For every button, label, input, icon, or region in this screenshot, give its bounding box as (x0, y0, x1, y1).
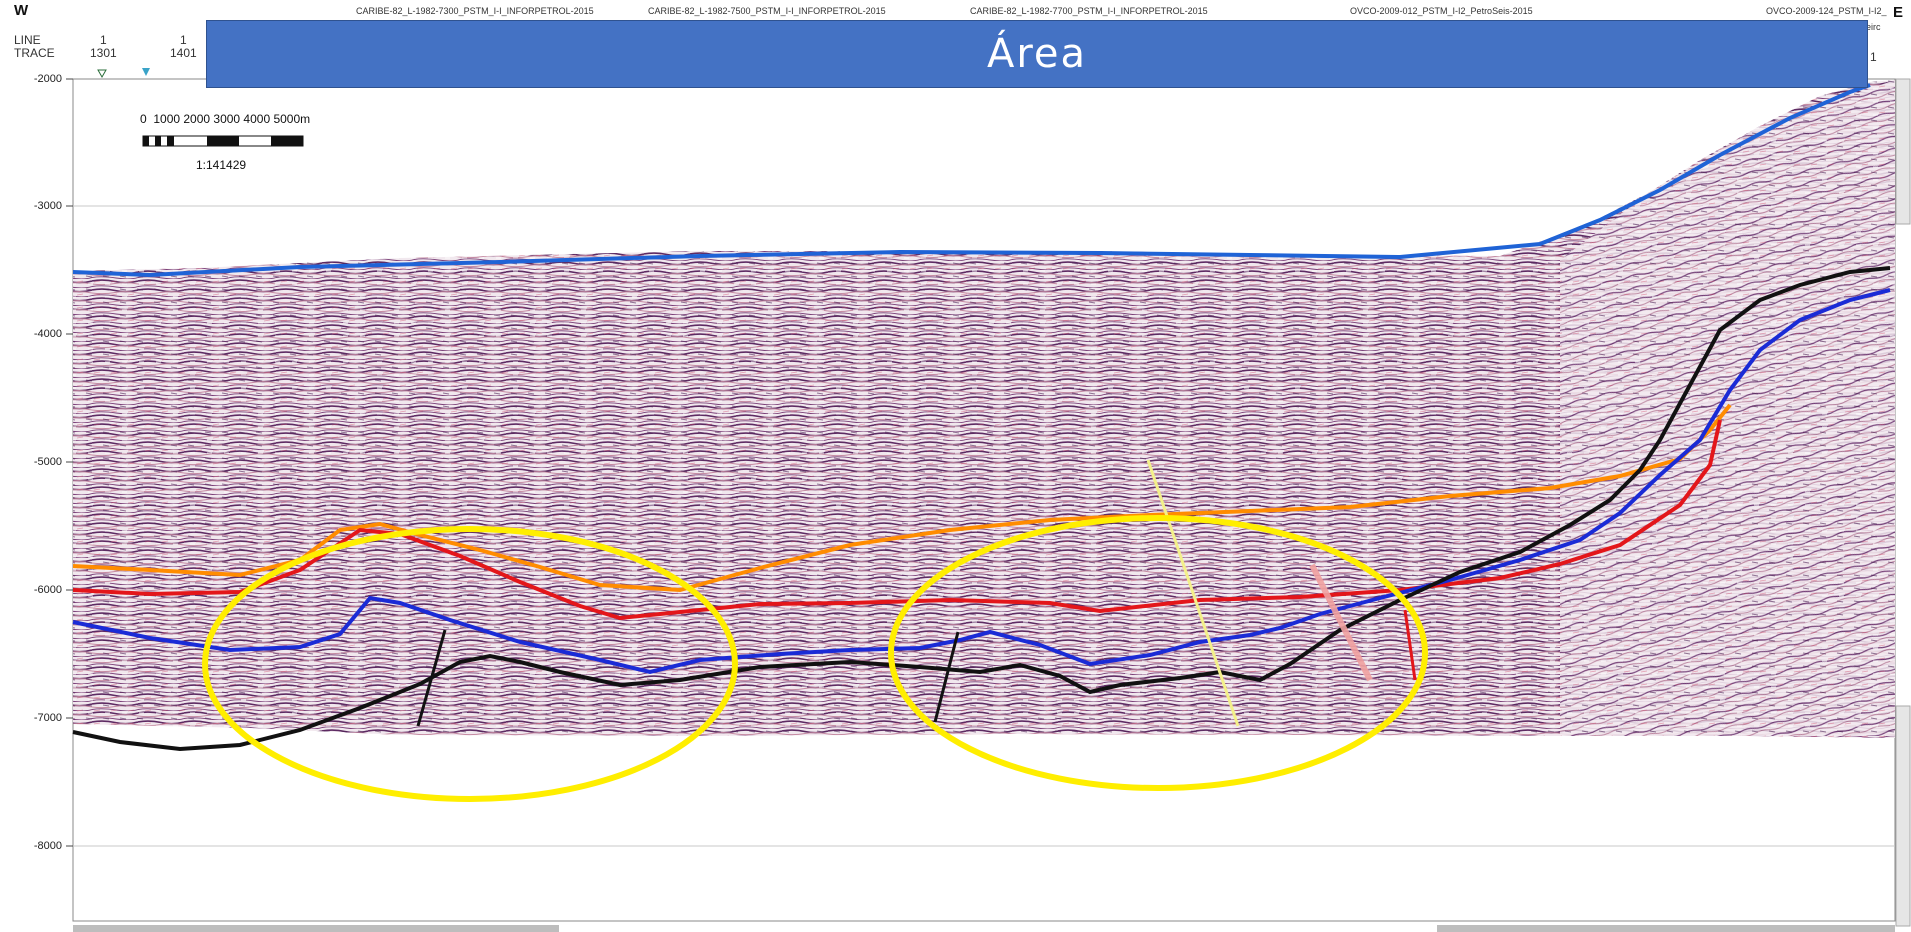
seafloor-horizon (72, 83, 1871, 278)
fault-black-1 (416, 629, 447, 727)
scale-bar-graphic (142, 135, 304, 147)
scale-ratio: 1:141429 (196, 158, 247, 172)
compass-west: W (14, 2, 29, 19)
red-horizon (72, 419, 1722, 621)
highlight-ellipse-left (202, 526, 738, 802)
line-label: LINE (14, 33, 41, 47)
right-trace: 1 (1870, 50, 1877, 64)
y-tick-label: -8000 (33, 840, 62, 852)
y-tick-label: -4000 (33, 328, 62, 340)
fault-pink (1309, 563, 1373, 682)
line-name-3: CARIBE-82_L-1982-7700_PSTM_I-I_INFORPETR… (970, 6, 1208, 16)
banner-title: Área (986, 31, 1088, 77)
fault-yellow (1146, 459, 1240, 727)
right-scroll-thumb-1 (1895, 78, 1911, 225)
title-banner: Área (206, 20, 1868, 88)
y-tick-label: -5000 (33, 456, 62, 468)
line-name-2: CARIBE-82_L-1982-7500_PSTM_I-I_INFORPETR… (648, 6, 886, 16)
line-value-1: 1 (100, 33, 107, 47)
trace-label: TRACE (14, 46, 55, 60)
fault-black-2 (933, 631, 960, 723)
fault-red (1403, 609, 1417, 681)
bottom-scrollbar-right (1437, 925, 1895, 932)
trace-marker-2 (142, 68, 150, 76)
trace-value-2: 1401 (170, 46, 197, 60)
y-tick-label: -2000 (33, 73, 62, 85)
right-extra: eirc (1866, 22, 1881, 32)
line-name-4: OVCO-2009-012_PSTM_I-I2_PetroSeis-2015 (1350, 6, 1533, 16)
compass-east: E (1893, 4, 1904, 21)
orange-horizon (72, 403, 1732, 593)
y-tick-label: -7000 (33, 712, 62, 724)
line-value-2: 1 (180, 33, 187, 47)
line-name-5: OVCO-2009-124_PSTM_I-I2_ (1766, 6, 1887, 16)
blue-horizon (72, 288, 1891, 675)
right-scroll-thumb-2 (1895, 705, 1911, 927)
y-tick-label: -6000 (33, 584, 62, 596)
y-axis-ticks (66, 78, 73, 847)
line-name-1: CARIBE-82_L-1982-7300_PSTM_I-I_INFORPETR… (356, 6, 594, 16)
trace-marker-1 (97, 69, 107, 79)
highlight-ellipse-right (888, 515, 1428, 791)
y-tick-label: -3000 (33, 200, 62, 212)
trace-value-1: 1301 (90, 46, 117, 60)
faults (416, 459, 1417, 727)
scale-bar-labels: 0 1000 2000 3000 4000 5000m (140, 112, 311, 126)
bottom-scrollbar-left (73, 925, 559, 932)
seismic-noise (73, 80, 1895, 738)
